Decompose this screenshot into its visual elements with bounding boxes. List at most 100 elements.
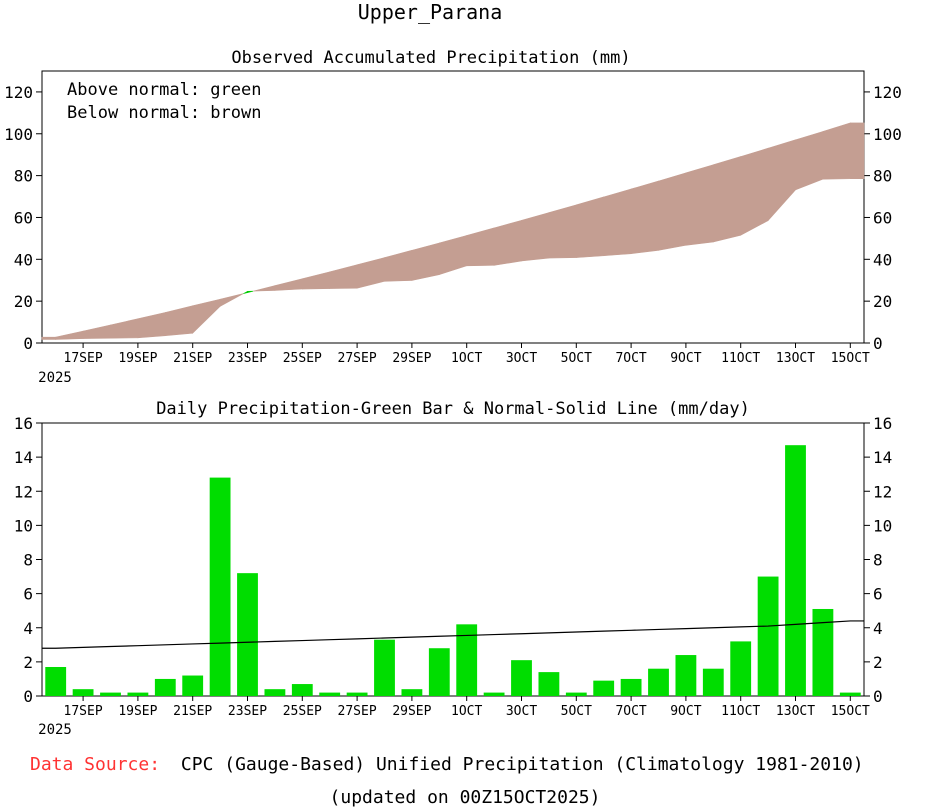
daily-year-label: 2025 [38,722,72,738]
y-tick-label-left: 12 [14,482,33,501]
x-tick-label: 13OCT [776,351,815,366]
x-tick-label: 27SEP [338,351,377,366]
y-tick-label-right: 0 [873,334,883,353]
accumulation-difference-segment [274,278,303,291]
accumulation-difference-segment [329,264,358,289]
x-tick-label: 7OCT [615,351,646,366]
plot-frame [41,70,865,344]
normal-precip-line [42,620,864,649]
daily-precip-bar [565,692,587,696]
y-tick-label-right: 100 [873,125,902,144]
y-tick-label-right: 60 [873,208,892,227]
y-tick-label-right: 20 [873,292,892,311]
daily-precip-bar [319,692,341,696]
x-tick-label: 11OCT [721,704,760,719]
y-tick-label-left: 4 [23,619,33,638]
accumulation-difference-segment [630,180,659,254]
x-tick-label: 11OCT [721,351,760,366]
daily-precip-bar [620,678,642,696]
accumulation-difference-segment [247,290,254,293]
accumulated-year-label: 2025 [38,370,72,386]
daily-precip-bar [401,689,423,696]
daily-chart-title: Daily Precipitation-Green Bar & Normal-S… [156,399,750,419]
accumulation-difference-segment [603,188,632,257]
accumulation-difference-segment [411,242,440,281]
daily-precip-bar [209,477,231,696]
accumulation-difference-segment [740,147,769,236]
accumulation-difference-segment [575,196,605,258]
x-tick-label: 29SEP [392,351,431,366]
y-tick-label-left: 6 [23,585,33,604]
x-tick-label: 7OCT [615,704,646,719]
accumulation-difference-segment [165,305,193,337]
accumulation-difference-segment [849,122,865,180]
y-tick-label-left: 100 [4,125,33,144]
daily-precip-bar [291,684,313,696]
accumulation-difference-segment [466,227,495,267]
x-tick-label: 15OCT [831,351,870,366]
y-tick-label-left: 16 [14,414,33,433]
accumulation-difference-segment [384,249,413,282]
daily-precip-bar [45,666,67,696]
accumulation-difference-segment [493,219,522,266]
x-tick-label: 19SEP [118,704,157,719]
x-tick-label: 13OCT [776,704,815,719]
accumulation-difference-segment [548,204,577,259]
x-tick-label: 9OCT [670,704,701,719]
accumulation-difference-segment [41,336,57,340]
accumulation-difference-segment [356,257,385,289]
y-tick-label-left: 20 [14,292,33,311]
daily-precip-bar [456,624,478,696]
accumulation-difference-segment [219,293,244,307]
accumulation-difference-segment [521,212,550,262]
accumulation-difference-segment [192,298,221,334]
daily-precip-bar [72,689,94,696]
y-tick-label-right: 14 [873,448,892,467]
accumulated-precipitation-panel: Observed Accumulated Precipitation (mm) … [4,48,902,386]
accumulation-difference-segment [55,330,84,340]
x-tick-label: 21SEP [173,704,212,719]
y-tick-label-left: 8 [23,551,33,570]
x-tick-label: 15OCT [831,704,870,719]
y-tick-label-right: 4 [873,619,883,638]
x-tick-label: 9OCT [670,351,701,366]
y-tick-label-right: 16 [873,414,892,433]
daily-precip-bar [675,655,697,696]
x-tick-label: 25SEP [283,351,322,366]
updated-text: (updated on 00Z15OCT2025) [330,787,601,808]
daily-precip-bar [483,692,505,696]
daily-precip-bar [538,672,560,696]
x-tick-label: 1OCT [451,351,482,366]
accumulation-difference-segment [301,271,331,290]
daily-precip-bar [785,445,806,696]
x-tick-label: 17SEP [64,351,103,366]
data-source-text: CPC (Gauge-Based) Unified Precipitation … [181,754,864,775]
x-tick-label: 23SEP [228,351,267,366]
legend-below-normal: Below normal: brown [67,103,261,123]
daily-precip-bar [182,675,204,696]
y-tick-label-left: 120 [4,83,33,102]
accumulation-difference-segment [767,139,796,222]
x-tick-label: 1OCT [451,704,482,719]
daily-precip-bar [812,608,834,696]
x-tick-label: 23SEP [228,704,267,719]
daily-precip-bar [648,668,669,696]
accumulation-difference-segment [438,235,468,275]
y-tick-label-right: 80 [873,167,892,186]
y-tick-label-right: 10 [873,516,892,535]
y-tick-label-right: 8 [873,551,883,570]
accumulation-difference-segment [243,290,248,294]
x-tick-label: 5OCT [561,704,592,719]
accumulation-difference-segment [712,156,742,243]
x-tick-label: 3OCT [506,704,537,719]
y-tick-label-left: 2 [23,653,33,672]
daily-precip-bar [511,660,532,696]
y-tick-label-left: 10 [14,516,33,535]
page-title: Upper_Parana [358,0,503,24]
y-tick-label-right: 0 [873,687,883,706]
accumulation-difference-segment [253,285,276,292]
x-tick-label: 29SEP [392,704,431,719]
x-tick-label: 25SEP [283,704,322,719]
y-tick-label-left: 0 [23,334,33,353]
